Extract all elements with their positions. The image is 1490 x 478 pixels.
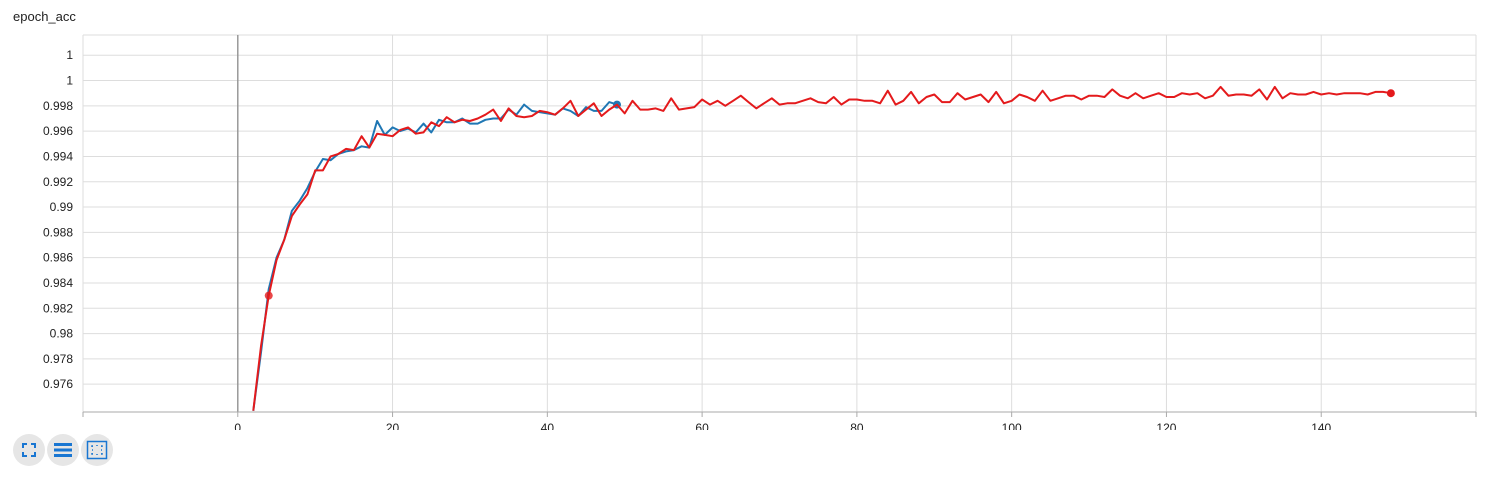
y-tick-label: 0.992: [43, 175, 73, 189]
x-tick-label: 140: [1311, 421, 1331, 430]
fullscreen-icon: [22, 443, 36, 457]
fit-domain-button[interactable]: [81, 434, 113, 466]
x-tick-label: 100: [1002, 421, 1022, 430]
y-tick-label: 0.994: [43, 149, 73, 163]
x-tick-label: 20: [386, 421, 400, 430]
chart-title: epoch_acc: [13, 9, 76, 24]
series-marker-1: [264, 291, 273, 300]
x-tick-label: 40: [541, 421, 555, 430]
x-tick-label: 80: [850, 421, 864, 430]
data-selection-button[interactable]: [47, 434, 79, 466]
y-tick-label: 0.978: [43, 352, 73, 366]
y-tick-label: 0.98: [50, 327, 74, 341]
chart-plot[interactable]: 0.976 0.978 0.98 0.982 0.984 0.986 0.988 0.99 0.…: [0, 0, 1490, 430]
y-tick-label: 0.996: [43, 124, 73, 138]
y-tick-label: 0.976: [43, 377, 73, 391]
x-tick-label: 0: [234, 421, 241, 430]
y-tick-label: 0.982: [43, 301, 73, 315]
data-selection-icon: [54, 443, 72, 457]
series-end-marker-1: [1386, 89, 1395, 98]
series-line-1: [252, 85, 1392, 411]
y-tick-label: 0.988: [43, 225, 73, 239]
x-tick-label: 120: [1156, 421, 1176, 430]
y-tick-label: 0.99: [50, 200, 74, 214]
y-tick-label: 1: [66, 48, 73, 62]
y-tick-label: 1: [66, 74, 73, 88]
x-tick-label: 60: [695, 421, 709, 430]
fullscreen-button[interactable]: [13, 434, 45, 466]
chart-toolbar: [13, 434, 113, 466]
series-line-0: [252, 101, 618, 411]
y-tick-label: 0.998: [43, 99, 73, 113]
y-tick-label: 0.984: [43, 276, 73, 290]
y-tick-label: 0.986: [43, 251, 73, 265]
fit-domain-icon: [86, 440, 108, 460]
